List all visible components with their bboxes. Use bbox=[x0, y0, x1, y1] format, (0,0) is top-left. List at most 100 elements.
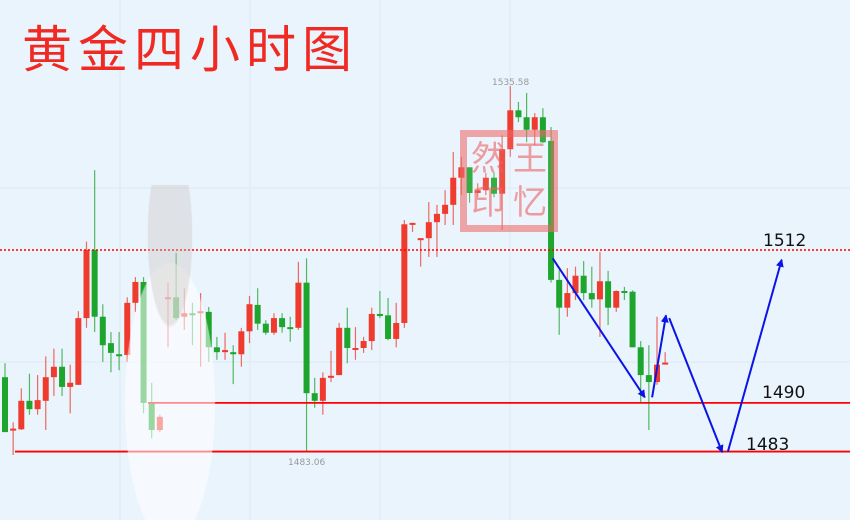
candle-body bbox=[539, 117, 546, 143]
candle-body bbox=[401, 224, 408, 323]
candle-down bbox=[189, 302, 196, 346]
projection-arrow bbox=[668, 317, 724, 454]
candle-body bbox=[491, 177, 497, 194]
candle-up bbox=[18, 388, 25, 431]
candle-up bbox=[222, 332, 229, 360]
candle-up bbox=[197, 293, 204, 367]
candle-up bbox=[531, 113, 538, 146]
candle-up bbox=[124, 297, 131, 362]
candle-up bbox=[401, 220, 408, 328]
candle-body bbox=[156, 416, 163, 431]
candle-body bbox=[270, 318, 277, 333]
candle-body bbox=[99, 316, 106, 346]
candle-up bbox=[596, 252, 603, 337]
candle-body bbox=[466, 167, 473, 194]
candle-up bbox=[352, 327, 359, 360]
candle-body bbox=[450, 177, 457, 205]
candle-body bbox=[474, 190, 481, 194]
candle-body bbox=[254, 304, 261, 324]
candle-body bbox=[376, 313, 383, 317]
level-label-1483: 1483 bbox=[746, 435, 790, 455]
candle-down bbox=[645, 345, 652, 431]
level-label-1490: 1490 bbox=[762, 383, 806, 403]
candle-down bbox=[173, 252, 180, 321]
candle-down bbox=[91, 170, 98, 333]
candle-up bbox=[360, 336, 367, 353]
candle-up bbox=[295, 261, 302, 330]
candle-body bbox=[409, 222, 416, 225]
candle-body bbox=[238, 331, 245, 355]
candle-up bbox=[67, 364, 74, 414]
candle-body bbox=[360, 341, 367, 348]
candle-body bbox=[116, 354, 123, 357]
candle-body bbox=[279, 318, 286, 328]
chart-title: 黄金四小时图 bbox=[22, 21, 358, 79]
candle-down bbox=[303, 258, 310, 452]
candle-up bbox=[75, 311, 82, 385]
candle-up bbox=[319, 372, 326, 415]
low-price-label: 1483.06 bbox=[288, 458, 326, 468]
candle-body bbox=[393, 322, 400, 339]
candle-body bbox=[507, 110, 514, 150]
candle-body bbox=[189, 313, 196, 316]
candle-body bbox=[91, 250, 98, 317]
candle-up bbox=[564, 268, 571, 317]
candle-body bbox=[59, 366, 66, 387]
candle-up bbox=[238, 327, 245, 367]
candle-up bbox=[482, 172, 489, 196]
candle-body bbox=[499, 149, 506, 194]
candles bbox=[2, 86, 669, 456]
candle-body bbox=[107, 343, 114, 353]
candle-body bbox=[319, 377, 326, 401]
candle-up bbox=[450, 152, 457, 225]
candle-up bbox=[132, 277, 139, 312]
candle-body bbox=[613, 291, 620, 308]
candle-body bbox=[629, 291, 636, 348]
candle-down bbox=[279, 313, 286, 333]
candle-up bbox=[425, 202, 432, 257]
candle-body bbox=[10, 428, 17, 431]
candle-down bbox=[629, 290, 636, 348]
candle-body bbox=[311, 393, 318, 401]
candle-body bbox=[205, 311, 212, 348]
candle-down bbox=[344, 307, 351, 364]
high-price-label: 1535.58 bbox=[492, 78, 530, 88]
candle-up bbox=[417, 238, 424, 267]
candle-body bbox=[621, 291, 628, 294]
candle-body bbox=[564, 293, 571, 308]
candle-down bbox=[107, 332, 114, 373]
candle-body bbox=[596, 281, 603, 300]
candle-body bbox=[246, 304, 253, 332]
candle-down bbox=[99, 304, 106, 362]
candle-down bbox=[230, 345, 237, 385]
candle-body bbox=[42, 377, 49, 401]
candle-down bbox=[287, 316, 294, 342]
candle-body bbox=[662, 362, 669, 365]
candle-body bbox=[222, 350, 229, 353]
seal-char: 忆 bbox=[513, 183, 547, 223]
candle-body bbox=[352, 347, 359, 350]
candle-down bbox=[213, 336, 220, 360]
candle-body bbox=[442, 204, 449, 214]
candle-up bbox=[409, 222, 416, 232]
candle-body bbox=[165, 297, 171, 300]
candle-body bbox=[303, 282, 310, 394]
candle-body bbox=[328, 375, 334, 378]
candle-down bbox=[140, 277, 147, 414]
candle-body bbox=[140, 281, 147, 403]
candle-body bbox=[83, 250, 90, 319]
seal-char: 印 bbox=[471, 183, 505, 223]
candle-down bbox=[2, 363, 8, 433]
candle-body bbox=[67, 382, 74, 387]
candle-up bbox=[662, 352, 669, 365]
candle-body bbox=[344, 327, 351, 348]
candle-down bbox=[491, 172, 497, 198]
candle-up bbox=[368, 307, 375, 351]
projection-arrow bbox=[726, 258, 784, 452]
candle-down bbox=[205, 306, 212, 362]
candle-body bbox=[515, 110, 522, 118]
candle-up bbox=[165, 282, 171, 348]
candle-body bbox=[132, 281, 139, 303]
candle-up bbox=[246, 295, 253, 344]
candle-body bbox=[523, 117, 530, 130]
